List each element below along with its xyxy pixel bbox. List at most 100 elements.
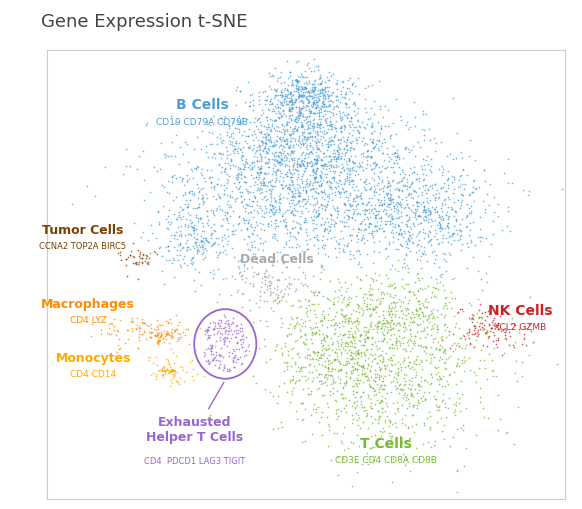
Point bbox=[384, 197, 393, 205]
Point bbox=[413, 313, 423, 321]
Point bbox=[458, 192, 467, 200]
Point bbox=[184, 201, 193, 209]
Point bbox=[414, 139, 423, 147]
Point bbox=[329, 217, 338, 225]
Point bbox=[406, 194, 416, 202]
Point bbox=[354, 421, 363, 429]
Point bbox=[366, 312, 375, 320]
Point bbox=[488, 337, 497, 346]
Point bbox=[291, 119, 300, 127]
Point bbox=[368, 325, 378, 333]
Point bbox=[260, 182, 269, 190]
Point bbox=[285, 143, 294, 151]
Point bbox=[337, 91, 346, 99]
Point bbox=[291, 140, 300, 149]
Point bbox=[261, 124, 270, 132]
Point bbox=[400, 380, 410, 388]
Point bbox=[272, 294, 282, 302]
Point bbox=[337, 114, 346, 122]
Point bbox=[338, 295, 347, 303]
Point bbox=[296, 74, 305, 82]
Point bbox=[317, 380, 326, 388]
Point bbox=[296, 88, 306, 96]
Point bbox=[273, 158, 282, 166]
Point bbox=[364, 222, 373, 231]
Point bbox=[419, 324, 428, 332]
Point bbox=[232, 355, 242, 363]
Point bbox=[351, 172, 360, 180]
Point bbox=[345, 374, 354, 382]
Point bbox=[389, 324, 398, 332]
Point bbox=[287, 81, 296, 90]
Point bbox=[362, 333, 371, 341]
Point bbox=[316, 354, 325, 362]
Point bbox=[337, 149, 346, 157]
Point bbox=[308, 349, 318, 357]
Point bbox=[371, 212, 381, 220]
Point bbox=[318, 112, 328, 121]
Point bbox=[430, 334, 439, 343]
Point bbox=[447, 276, 456, 284]
Point bbox=[152, 316, 161, 324]
Point bbox=[422, 111, 431, 119]
Point bbox=[353, 225, 363, 233]
Point bbox=[255, 144, 265, 152]
Point bbox=[275, 109, 285, 118]
Point bbox=[219, 353, 228, 361]
Point bbox=[331, 164, 340, 172]
Point bbox=[215, 115, 224, 123]
Point bbox=[336, 136, 346, 144]
Point bbox=[314, 326, 323, 334]
Point bbox=[332, 203, 342, 211]
Point bbox=[90, 193, 99, 201]
Point bbox=[310, 188, 320, 196]
Point bbox=[311, 160, 320, 168]
Point bbox=[414, 397, 423, 405]
Point bbox=[283, 173, 292, 181]
Point bbox=[339, 313, 349, 321]
Point bbox=[454, 197, 463, 205]
Point bbox=[297, 91, 306, 99]
Point bbox=[384, 201, 393, 209]
Point bbox=[510, 338, 520, 347]
Point bbox=[288, 233, 297, 241]
Point bbox=[403, 300, 413, 308]
Point bbox=[306, 326, 315, 334]
Point bbox=[377, 143, 386, 151]
Point bbox=[308, 167, 317, 175]
Point bbox=[431, 402, 441, 410]
Point bbox=[459, 426, 468, 434]
Point bbox=[385, 212, 394, 220]
Point bbox=[196, 238, 205, 246]
Point bbox=[171, 153, 180, 161]
Point bbox=[371, 386, 380, 394]
Point bbox=[296, 144, 305, 152]
Point bbox=[306, 387, 315, 395]
Point bbox=[437, 382, 446, 390]
Point bbox=[347, 177, 356, 185]
Point bbox=[386, 156, 396, 164]
Point bbox=[285, 280, 294, 288]
Point bbox=[336, 390, 346, 398]
Point bbox=[324, 363, 333, 371]
Point bbox=[311, 320, 321, 328]
Point bbox=[264, 278, 274, 286]
Point bbox=[237, 188, 246, 196]
Point bbox=[386, 132, 395, 140]
Point bbox=[325, 114, 335, 122]
Point bbox=[419, 206, 428, 214]
Point bbox=[332, 125, 341, 133]
Point bbox=[365, 162, 374, 170]
Point bbox=[491, 307, 501, 316]
Point bbox=[367, 405, 376, 413]
Point bbox=[267, 120, 276, 128]
Point bbox=[322, 91, 332, 99]
Point bbox=[361, 207, 371, 215]
Point bbox=[172, 246, 181, 254]
Point bbox=[275, 195, 285, 204]
Point bbox=[267, 177, 276, 185]
Point bbox=[337, 124, 346, 132]
Point bbox=[317, 432, 327, 440]
Point bbox=[392, 201, 401, 209]
Point bbox=[275, 104, 284, 112]
